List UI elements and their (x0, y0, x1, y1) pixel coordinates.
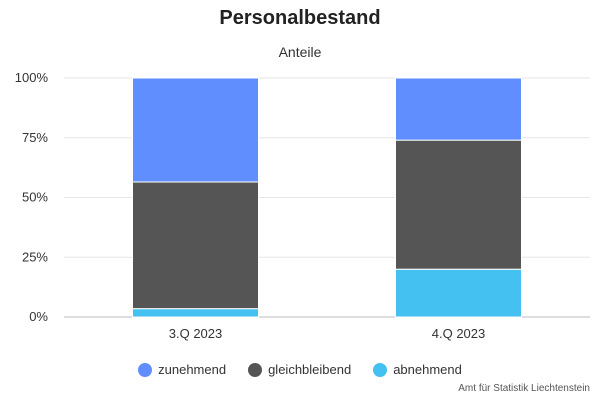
x-tick-label: 3.Q 2023 (169, 326, 223, 341)
legend-swatch (248, 362, 263, 377)
legend-label: zunehmend (158, 362, 227, 377)
bar-segment-gleichbleibend (395, 139, 522, 270)
legend: zunehmend gleichbleibend abnehmend (0, 362, 600, 377)
legend-item-zunehmend[interactable]: zunehmend (138, 362, 226, 377)
legend-label: gleichbleibend (268, 362, 352, 377)
chart-subtitle: Anteile (278, 44, 322, 60)
legend-swatch (138, 362, 153, 377)
y-tick-label: 100% (15, 70, 49, 85)
source-credit: Amt für Statistik Liechtenstein (458, 383, 590, 394)
y-tick-label: 50% (22, 190, 48, 205)
bar-segment-abnehmend (132, 308, 259, 318)
bar-segment-abnehmend (395, 268, 522, 318)
legend-swatch (373, 362, 388, 377)
bar-segment-gleichbleibend (132, 181, 259, 310)
y-tick-label: 0% (29, 309, 48, 324)
legend-item-gleichbleibend[interactable]: gleichbleibend (248, 362, 351, 377)
legend-label: abnehmend (393, 362, 462, 377)
y-tick-label: 75% (22, 130, 48, 145)
y-tick-label: 25% (22, 249, 48, 264)
bar-segment-zunehmend (132, 77, 259, 183)
legend-item-abnehmend[interactable]: abnehmend (373, 362, 462, 377)
chart-title: Personalbestand (219, 7, 381, 29)
x-tick-label: 4.Q 2023 (432, 326, 486, 341)
bar-segment-zunehmend (395, 77, 522, 141)
